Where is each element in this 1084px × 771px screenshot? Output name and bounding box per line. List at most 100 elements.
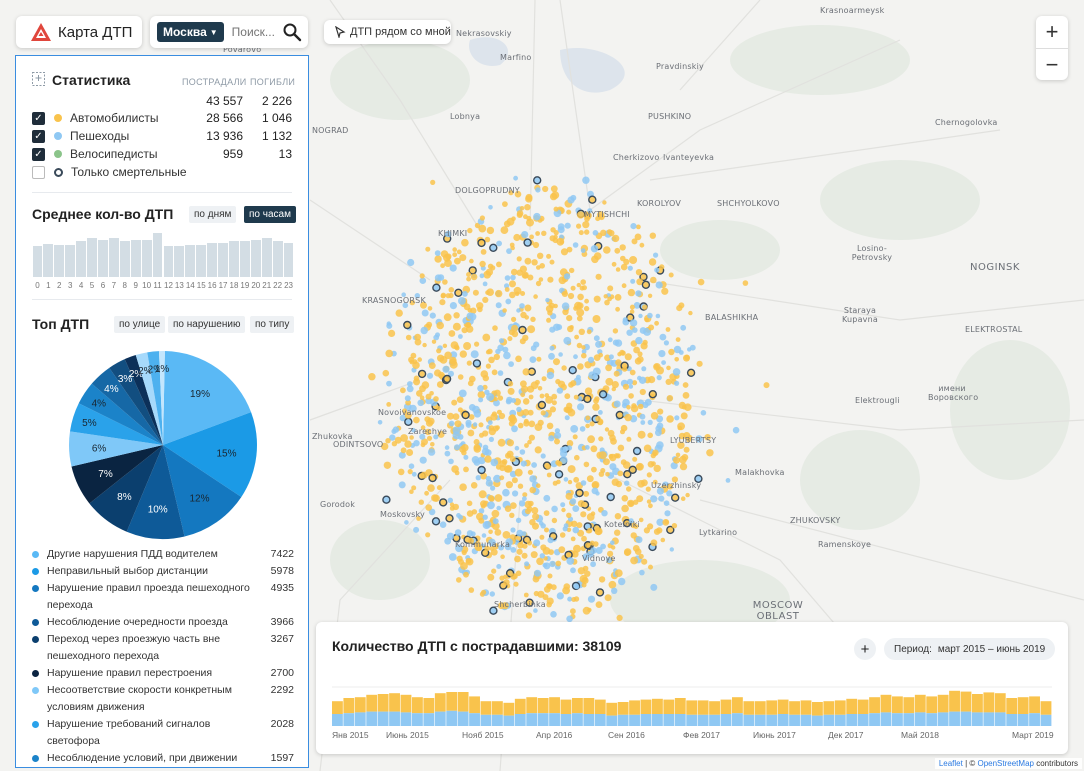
accident-marker[interactable] [633,524,639,529]
timeline-bar-motorists[interactable] [812,702,823,716]
accident-marker[interactable] [488,538,496,547]
accident-marker[interactable] [411,471,417,477]
accident-marker[interactable] [602,200,607,205]
timeline-bar-motorists[interactable] [697,700,709,715]
accident-marker[interactable] [506,396,513,404]
accident-marker[interactable] [461,238,469,247]
accident-marker[interactable] [614,529,621,536]
accident-marker[interactable] [467,308,473,313]
accident-marker[interactable] [628,393,634,399]
accident-marker[interactable] [562,586,570,595]
accident-marker[interactable] [488,436,494,442]
accident-marker[interactable] [655,281,663,289]
accident-marker[interactable] [533,176,542,185]
hour-bar[interactable] [76,241,87,277]
accident-marker[interactable] [612,339,620,346]
accident-marker[interactable] [644,398,652,406]
accident-marker[interactable] [407,381,413,387]
accident-marker[interactable] [598,576,606,583]
accident-marker[interactable] [593,295,601,303]
toggle-by-days[interactable]: по дням [189,206,237,223]
accident-marker[interactable] [529,234,534,240]
accident-marker[interactable] [535,280,542,287]
accident-marker[interactable] [595,415,601,422]
accident-marker[interactable] [656,375,662,381]
accident-marker[interactable] [568,366,577,375]
accident-marker[interactable] [495,464,502,470]
timeline-bar-pedestrians[interactable] [754,714,766,726]
hour-bar[interactable] [196,244,207,277]
accident-marker[interactable] [560,248,569,256]
accident-marker[interactable] [611,234,620,243]
timeline-bar-motorists[interactable] [366,694,378,712]
accident-marker[interactable] [577,500,585,508]
accident-marker[interactable] [557,380,566,388]
accident-marker[interactable] [524,443,529,448]
accident-marker[interactable] [478,508,485,514]
accident-marker[interactable] [574,334,579,340]
accident-marker[interactable] [595,547,603,554]
accident-marker[interactable] [553,303,558,309]
timeline-bar-motorists[interactable] [972,694,983,713]
pie-slice[interactable] [69,431,163,467]
accident-marker[interactable] [490,265,496,271]
pie-slice[interactable] [163,412,257,497]
accident-marker[interactable] [523,418,529,424]
accident-marker[interactable] [620,255,626,262]
accident-marker[interactable] [700,410,707,416]
accident-marker[interactable] [641,280,651,289]
accident-marker[interactable] [443,313,452,322]
accident-marker[interactable] [593,335,600,342]
accident-marker[interactable] [523,592,529,598]
accident-marker[interactable] [424,490,429,496]
accident-marker[interactable] [648,376,656,384]
accident-marker[interactable] [602,458,610,466]
accident-marker[interactable] [697,278,705,286]
accident-marker[interactable] [496,505,502,511]
accident-marker[interactable] [436,321,445,330]
accident-marker[interactable] [585,423,590,429]
accident-marker[interactable] [431,517,441,526]
accident-marker[interactable] [480,472,488,480]
app-logo[interactable]: Карта ДТП [16,16,142,48]
accident-marker[interactable] [559,456,568,464]
timeline-bar-motorists[interactable] [514,698,526,714]
hour-bar[interactable] [218,242,228,277]
accident-marker[interactable] [506,450,514,458]
accident-marker[interactable] [534,569,541,577]
accident-marker[interactable] [653,528,661,535]
timeline-bar-pedestrians[interactable] [926,713,938,726]
accident-marker[interactable] [492,518,499,525]
timeline-bar-pedestrians[interactable] [526,713,538,726]
timeline-bar-pedestrians[interactable] [343,713,355,726]
accident-marker[interactable] [546,601,552,608]
pie-slice[interactable] [135,352,163,445]
accident-marker[interactable] [466,530,474,537]
accident-marker[interactable] [653,464,661,473]
accident-marker[interactable] [466,276,471,282]
timeline-bar-pedestrians[interactable] [389,711,400,726]
accident-marker[interactable] [485,290,490,295]
accident-marker[interactable] [456,396,464,403]
accident-marker[interactable] [564,415,570,421]
accident-marker[interactable] [419,277,427,285]
timeline-bar-motorists[interactable] [686,700,698,715]
accident-marker[interactable] [650,412,659,420]
accident-marker[interactable] [414,333,421,341]
timeline-bar-pedestrians[interactable] [914,712,926,726]
accident-marker[interactable] [444,230,452,238]
accident-marker[interactable] [584,298,589,304]
accident-marker[interactable] [413,526,420,533]
accident-marker[interactable] [576,315,583,322]
accident-marker[interactable] [449,302,457,310]
accident-marker[interactable] [427,484,435,492]
timeline-bar-pedestrians[interactable] [732,713,743,726]
accident-marker[interactable] [444,445,450,450]
timeline-bar-motorists[interactable] [572,698,583,714]
accident-marker[interactable] [643,327,652,336]
accident-marker[interactable] [549,326,556,333]
accident-marker[interactable] [484,545,491,552]
accident-marker[interactable] [576,302,584,310]
accident-marker[interactable] [671,493,680,502]
accident-marker[interactable] [467,227,473,234]
